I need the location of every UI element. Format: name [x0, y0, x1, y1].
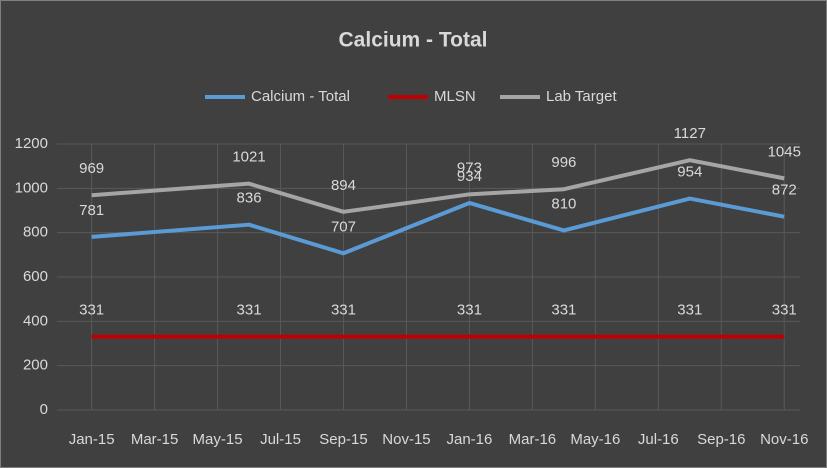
- data-label: 954: [677, 163, 702, 180]
- legend-label: Calcium - Total: [251, 88, 350, 105]
- data-label: 872: [772, 182, 797, 199]
- x-tick-label: Jul-15: [260, 431, 301, 448]
- legend-label: Lab Target: [546, 88, 617, 105]
- y-tick-label: 400: [23, 312, 48, 329]
- data-label: 934: [457, 168, 482, 185]
- data-label: 331: [677, 302, 702, 319]
- data-label: 810: [551, 195, 576, 212]
- data-label: 996: [551, 154, 576, 171]
- legend-label: MLSN: [434, 88, 476, 105]
- x-tick-label: Sep-16: [697, 431, 745, 448]
- data-label: 973: [457, 159, 482, 176]
- x-tick-label: May-15: [193, 431, 243, 448]
- x-tick-label: Jul-16: [638, 431, 679, 448]
- y-tick-label: 600: [23, 268, 48, 285]
- x-tick-label: May-16: [570, 431, 620, 448]
- x-tick-label: Nov-16: [760, 431, 808, 448]
- x-tick-label: Sep-15: [319, 431, 367, 448]
- y-tick-label: 1000: [15, 179, 48, 196]
- chart-title: Calcium - Total: [339, 29, 488, 52]
- data-label: 1127: [674, 125, 706, 142]
- data-label: 331: [772, 302, 797, 319]
- series-line: [91, 196, 785, 256]
- data-label: 331: [331, 302, 356, 319]
- x-tick-label: Nov-15: [382, 431, 430, 448]
- y-tick-label: 1200: [15, 135, 48, 152]
- data-label: 969: [79, 160, 104, 177]
- data-label: 1045: [768, 143, 801, 160]
- data-label: 1021: [232, 149, 265, 166]
- x-tick-label: Mar-16: [509, 431, 557, 448]
- data-label: 331: [551, 302, 576, 319]
- data-label: 331: [457, 302, 482, 319]
- y-tick-label: 0: [40, 401, 48, 418]
- y-tick-label: 200: [23, 357, 48, 374]
- data-label: 331: [79, 302, 104, 319]
- data-label: 836: [237, 190, 262, 207]
- x-tick-label: Jan-15: [69, 431, 115, 448]
- data-label: 781: [79, 202, 104, 219]
- data-label: 331: [237, 302, 262, 319]
- x-tick-label: Mar-15: [131, 431, 179, 448]
- data-label: 894: [331, 177, 356, 194]
- x-tick-label: Jan-16: [446, 431, 492, 448]
- y-tick-label: 800: [23, 224, 48, 241]
- data-label: 707: [331, 218, 356, 235]
- series-line: [91, 158, 785, 214]
